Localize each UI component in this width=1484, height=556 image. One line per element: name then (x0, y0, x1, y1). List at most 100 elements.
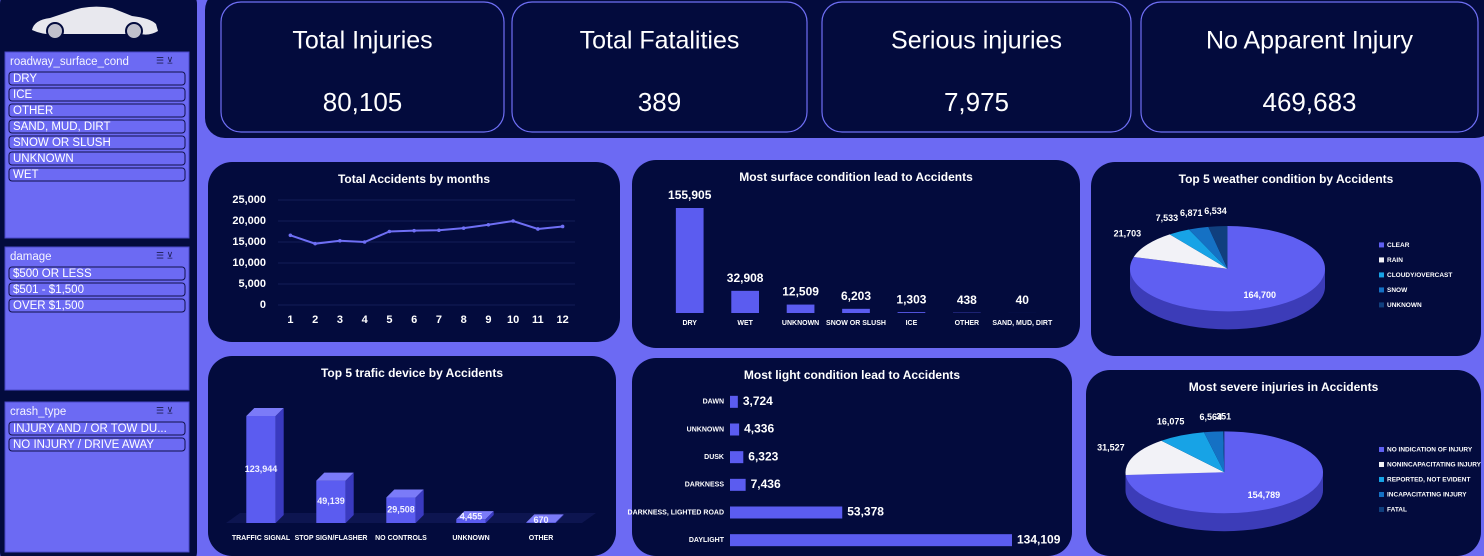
line-point (387, 229, 392, 234)
value-label: 6,323 (748, 449, 778, 463)
line-point (338, 238, 342, 243)
x-tick-label: SNOW OR SLUSH (826, 320, 886, 327)
pie-slice (1130, 226, 1326, 312)
slicer-item[interactable] (8, 298, 186, 313)
kpi-title: Serious injuries (891, 27, 1062, 55)
y-tick-label: 25,000 (232, 194, 266, 206)
bar-side (555, 514, 564, 523)
pie-slice (1125, 431, 1323, 514)
slicer-item[interactable] (8, 421, 186, 436)
x-tick-label: 6 (411, 314, 417, 326)
x-tick-label: SAND, MUD, DIRT (992, 320, 1053, 327)
bar-side (415, 489, 424, 523)
x-tick-label: 3 (337, 314, 343, 326)
x-tick-label: STOP SIGN/FLASHER (295, 535, 368, 542)
slicer-item-label[interactable]: NO INJURY / DRIVE AWAY (13, 439, 154, 451)
pie-slice (1169, 229, 1228, 269)
slicer-item-label[interactable]: DRY (13, 73, 37, 85)
line-point (511, 219, 515, 223)
x-tick-label: NO CONTROLS (375, 535, 427, 542)
value-label: 351 (1216, 412, 1231, 422)
y-tick-label: DAYLIGHT (689, 537, 725, 544)
bar-side (345, 472, 354, 523)
slicer-item-label[interactable]: $500 OR LESS (13, 268, 92, 280)
legend-swatch (1379, 461, 1384, 467)
kpi-card (1140, 1, 1479, 133)
chart-title: Total Accidents by months (338, 172, 490, 186)
bar-front (456, 519, 486, 523)
slicer-item[interactable] (8, 87, 186, 102)
line-point (536, 227, 540, 231)
slicer-item-label[interactable]: WET (13, 169, 39, 181)
slicer-item[interactable] (8, 103, 186, 118)
bar-front (316, 480, 346, 523)
pie-slice (1223, 431, 1225, 473)
bar (730, 478, 746, 491)
kpi-value: 389 (638, 87, 681, 117)
slicer-item-label[interactable]: ICE (13, 89, 33, 101)
legend-label: NONINCAPACITATING INJURY (1387, 462, 1482, 469)
value-label: 6,871 (1180, 208, 1203, 218)
slicer-item[interactable] (8, 119, 186, 134)
slicer-item-label[interactable]: OTHER (13, 105, 53, 117)
car-icon (32, 6, 158, 40)
x-tick-label: ICE (906, 320, 918, 327)
value-label: 123,944 (245, 464, 278, 474)
slicer-item-label[interactable]: OVER $1,500 (13, 300, 84, 312)
legend-swatch (1379, 491, 1384, 497)
chart-panel (208, 162, 620, 342)
legend-label: RAIN (1387, 257, 1403, 264)
slicer-item[interactable] (8, 437, 186, 452)
slicer-item-label[interactable]: INJURY AND / OR TOW DU... (13, 423, 167, 435)
value-label: 1,303 (896, 292, 926, 306)
value-label: 164,700 (1244, 290, 1277, 300)
value-label: 155,905 (668, 188, 712, 202)
kpi-value: 7,975 (944, 87, 1009, 117)
y-tick-label: 20,000 (232, 215, 266, 227)
x-tick-label: 9 (485, 314, 491, 326)
value-label: 7,533 (1156, 213, 1179, 223)
slicer-item[interactable] (8, 282, 186, 297)
slicer-item[interactable] (8, 266, 186, 281)
kpi-title: No Apparent Injury (1206, 27, 1414, 55)
value-label: 12,509 (782, 285, 819, 299)
pie-slice (1188, 226, 1228, 269)
legend-swatch (1379, 476, 1384, 482)
y-tick-label: 15,000 (232, 236, 266, 248)
value-label: 31,527 (1097, 442, 1125, 452)
x-tick-label: 12 (557, 314, 569, 326)
bar-front (386, 497, 416, 523)
bar (675, 208, 704, 313)
pie-slice (1161, 432, 1225, 473)
x-tick-label: 4 (362, 314, 369, 326)
legend-swatch (1379, 302, 1384, 308)
slicer-item[interactable] (8, 135, 186, 150)
slicer-item[interactable] (8, 71, 186, 86)
value-label: 154,789 (1248, 490, 1281, 500)
y-tick-label: 5,000 (238, 278, 266, 290)
chart-title: Most severe injuries in Accidents (1189, 380, 1379, 394)
kpi-value: 469,683 (1263, 87, 1357, 117)
x-tick-label: 11 (532, 314, 544, 326)
legend-label: SNOW (1387, 287, 1408, 294)
bar-top (246, 408, 284, 416)
x-tick-label: 2 (312, 314, 318, 326)
slicer-item[interactable] (8, 151, 186, 166)
x-tick-label: 7 (436, 314, 442, 326)
value-label: 6,203 (841, 289, 871, 303)
kpi-card (821, 1, 1132, 133)
x-tick-label: 8 (461, 314, 467, 326)
legend-label: REPORTED, NOT EVIDENT (1387, 477, 1470, 484)
slicer-item-label[interactable]: $501 - $1,500 (13, 284, 84, 296)
legend-label: INCAPACITATING INJURY (1387, 492, 1467, 499)
slicer-item-label[interactable]: UNKNOWN (13, 153, 74, 165)
bar (730, 534, 1012, 547)
kpi-value: 80,105 (323, 87, 403, 117)
line (290, 219, 563, 245)
slicer-item-label[interactable]: SAND, MUD, DIRT (13, 121, 111, 133)
slicer-item[interactable] (8, 167, 186, 182)
pie-slice (1133, 234, 1228, 269)
legend-label: UNKNOWN (1387, 302, 1422, 309)
slicer-item-label[interactable]: SNOW OR SLUSH (13, 137, 111, 149)
